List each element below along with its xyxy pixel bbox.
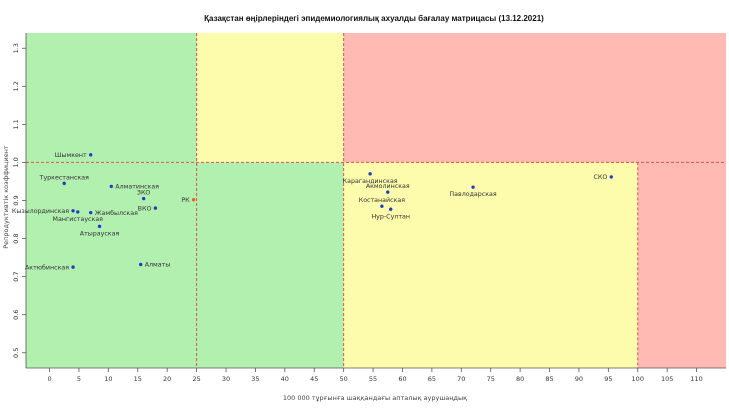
y-tick-label: 1.1 [12,119,20,129]
point-label: ВКО [138,205,152,212]
x-tick-label: 30 [222,375,230,383]
x-tick-label: 55 [369,375,377,383]
data-point [89,210,93,215]
point-label: Мангистауская [53,216,104,223]
x-tick-label: 80 [516,375,524,383]
point-label: ЗКО [137,190,151,197]
zone-1 [196,33,344,163]
x-tick-label: 25 [192,375,200,383]
threshold-lines [26,33,726,368]
x-tick-label: 20 [163,375,171,383]
y-tick-label: 0.8 [12,233,20,243]
point-label: Алматы [145,262,171,269]
y-axis-title: Репродуктивтік коэффициент [2,145,10,249]
x-tick-label: 15 [134,375,142,383]
point-label: Шымкент [55,152,87,159]
zone-3 [26,162,344,368]
x-tick-label: 110 [690,375,702,383]
data-point [471,185,475,189]
data-point [153,206,158,210]
y-tick-label: 1.3 [12,43,20,53]
x-tick-label: 0 [47,375,51,383]
point-label: Актюбинская [25,263,69,271]
point-label: Жамбылская [95,209,138,217]
data-point [71,265,75,269]
data-point [62,181,66,186]
zone-4 [343,162,638,368]
data-point [389,207,393,211]
y-tick-label: 0.6 [12,310,20,320]
data-point [141,196,146,201]
point-label: СКО [593,174,607,181]
zone-2 [343,33,726,163]
point-label: Акмолинская [366,183,410,190]
x-tick-label: 95 [604,375,612,383]
x-tick-label: 50 [340,375,348,383]
point-label: Туркестанская [39,174,89,181]
point-label: Павлодарская [449,191,497,198]
data-point [139,262,143,267]
axes: 0 5 10 15 20 25 30 35 40 45 50 55 60 65 70 75 80 85 90 95 10… [12,33,726,383]
y-tick-label: 1.2 [12,81,20,91]
point-label: Костанайская [359,196,406,204]
x-tick-label: 100 [632,375,644,383]
x-tick-label: 85 [545,375,553,383]
point-label: Карагандинская [343,178,398,185]
x-tick-label: 60 [398,375,406,383]
point-label: Алматинская [115,184,159,191]
data-point [368,172,372,176]
x-tick-label: 10 [104,375,112,383]
x-axis-title: 100 000 тұрғынға шаққандағы апталық ауру… [283,394,467,402]
x-tick-label: 65 [428,375,436,383]
y-tick-label: 0.9 [12,195,20,205]
x-tick-label: 35 [251,375,259,383]
data-point [71,209,75,213]
data-point [89,153,93,157]
chart-title: Қазақстан өңірлеріндегі эпидемиологиялық… [204,14,544,23]
x-tick-label: 45 [310,375,318,383]
x-tick-label: 40 [281,375,289,383]
point-label: Нур-Султан [371,213,410,220]
zone-0 [26,33,197,163]
point-label: Кызылординская [12,208,69,215]
zone-5 [637,162,726,368]
point-label: РК [181,197,190,204]
y-tick-label: 0.7 [12,271,20,281]
x-tick-label: 70 [457,375,465,383]
background-zones [26,33,726,368]
y-tick-label: 1.0 [12,157,20,167]
x-tick-label: 105 [661,375,673,383]
data-point [386,190,390,194]
x-tick-label: 5 [77,375,81,383]
y-tick-label: 0.5 [12,348,20,358]
data-point [609,175,613,179]
data-point [380,204,384,208]
data-point [76,210,80,214]
x-tick-label: 75 [487,375,495,383]
x-tick-label: 90 [575,375,583,383]
data-point [109,184,113,189]
data-point [191,198,196,202]
data-point [97,224,102,229]
point-label: Атырауская [80,230,120,237]
